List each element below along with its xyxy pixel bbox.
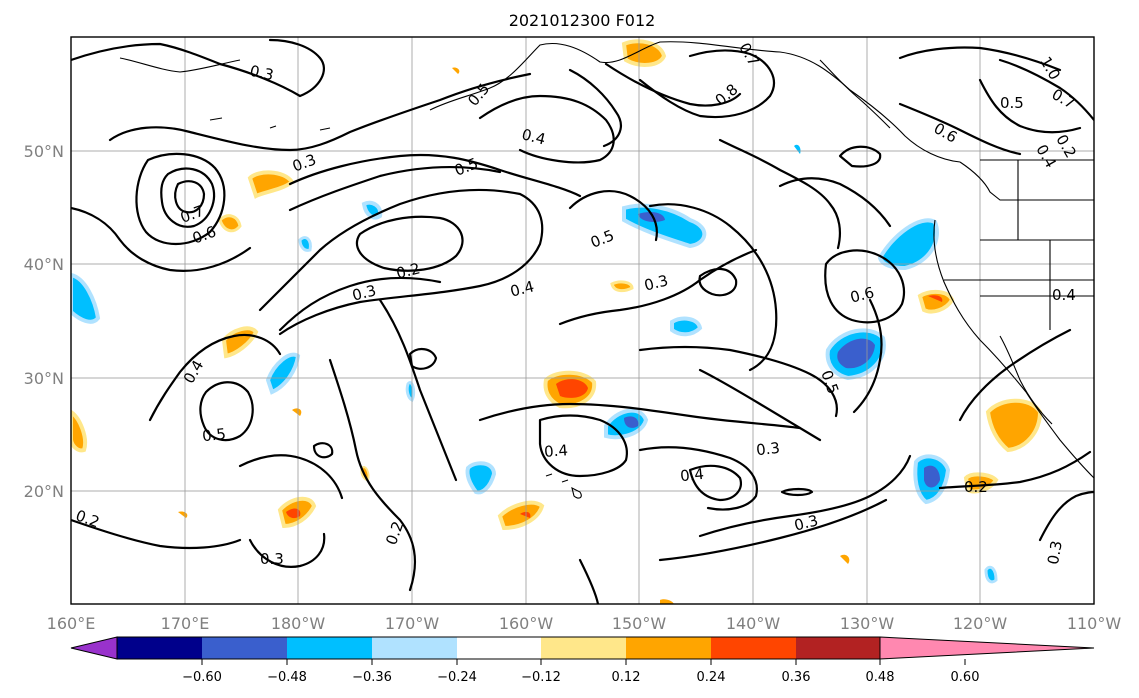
neg-blob [624, 416, 639, 428]
pos-blob [985, 398, 1043, 453]
contour-label: 0.3 [350, 281, 378, 304]
border-line [944, 159, 1094, 330]
alaska-coast [429, 41, 961, 163]
pos-blob [928, 295, 943, 302]
pos-blob [556, 379, 588, 398]
colorbar-tick-label: 0.60 [951, 670, 980, 685]
lon-label: 140°W [726, 614, 781, 633]
lat-label: 20°N [24, 482, 64, 501]
alaska-panhandle [819, 59, 891, 129]
pos-blob [621, 39, 667, 67]
contour-label: 0.3 [642, 271, 670, 294]
pos-blob [840, 554, 850, 564]
neg-blob [837, 338, 875, 369]
contour-label: 0.3 [792, 511, 820, 534]
colorbar-tick-label: −0.24 [437, 670, 477, 685]
contour-label: 0.4 [679, 465, 705, 485]
pos-blob [218, 214, 242, 233]
bc-coast [959, 161, 1094, 201]
lon-label: 120°W [953, 614, 1008, 633]
baja-coast [999, 335, 1053, 425]
colorbar-tick-labels: −0.60 −0.48 −0.36 −0.24 −0.12 0.12 0.24 … [182, 670, 979, 685]
pos-blob [497, 500, 545, 531]
contours [71, 38, 1094, 604]
lon-label: 130°W [840, 614, 895, 633]
pos-blob [610, 280, 634, 293]
contour-label: 0.4 [508, 277, 536, 300]
map-title: 2021012300 F012 [509, 11, 656, 30]
contour-label: 0.3 [248, 62, 275, 85]
colorbar-extend-high [879, 636, 1095, 660]
colorbar-tick-label: 0.48 [866, 670, 895, 685]
lat-label: 50°N [24, 142, 64, 161]
colorbar-segment [202, 637, 287, 659]
colorbar-tick-label: 0.24 [697, 670, 726, 685]
lon-label: 170°E [161, 614, 210, 633]
contour-label: 0.3 [260, 550, 284, 568]
contour-label: 0.4 [1052, 286, 1076, 304]
lon-tick-labels: 160°E 170°E 180°W 170°W 160°W 150°W 140°… [47, 614, 1122, 633]
contour-label: 0.4 [543, 441, 568, 461]
colorbar-tick-label: −0.36 [352, 670, 392, 685]
colorbar-ticks [201, 659, 966, 665]
colorbar-extend-low [70, 636, 118, 660]
colorbar-segment [372, 637, 457, 659]
lat-tick-labels: 50°N 40°N 30°N 20°N [24, 142, 64, 501]
neg-blob [465, 461, 497, 495]
colorbar-tick-label: 0.36 [782, 670, 811, 685]
contour-label: 0.5 [1000, 94, 1024, 112]
contour-label: 0.3 [1044, 539, 1066, 566]
pos-blob [286, 508, 301, 519]
contour-label: 0.2 [964, 478, 988, 496]
lon-label: 160°E [47, 614, 96, 633]
map-border [70, 36, 1095, 605]
hawaii-islands [545, 473, 582, 499]
colorbar-segment [796, 637, 880, 659]
colorbar-tick-label: −0.12 [521, 670, 561, 685]
pos-blob [520, 511, 531, 518]
aleutian-islands [119, 57, 331, 131]
pos-blob [660, 599, 674, 604]
pos-blob [292, 408, 302, 416]
map-panel: 0.3 0.3 0.5 0.4 0.8 0.7 0.5 0.7 0.6 0.4 … [71, 37, 1094, 604]
neg-blob [71, 272, 101, 324]
neg-blob [638, 212, 665, 222]
contour-label: 0.5 [201, 425, 227, 445]
pos-blob [452, 67, 460, 74]
contour-label: 0.3 [755, 439, 781, 459]
lon-label: 160°W [499, 614, 554, 633]
neg-blob [405, 381, 416, 403]
neg-blob [670, 316, 703, 337]
pos-blob [917, 289, 955, 314]
neg-blob [298, 236, 312, 252]
coastlines [119, 41, 1094, 499]
lon-label: 110°W [1067, 614, 1122, 633]
colorbar-segment [117, 637, 202, 659]
colorbar-segment [711, 637, 796, 659]
pos-blob [71, 409, 87, 453]
colorbar-segment [541, 637, 626, 659]
neg-blob [877, 218, 939, 271]
lon-label: 150°W [612, 614, 667, 633]
lon-label: 180°W [271, 614, 326, 633]
contour-label: 0.6 [848, 283, 876, 306]
neg-blob [984, 565, 998, 584]
colorbar-tick-label: 0.12 [612, 670, 641, 685]
colorbar-segment [626, 637, 711, 659]
us-west-coast [933, 219, 1094, 479]
neg-blob [924, 465, 940, 488]
lat-label: 30°N [24, 369, 64, 388]
contour-label: 0.4 [520, 125, 548, 148]
contour-label: 0.2 [394, 259, 422, 282]
colorbar-segment [287, 637, 372, 659]
lat-label: 40°N [24, 255, 64, 274]
gridlines [71, 37, 1094, 604]
colorbar-tick-label: −0.60 [182, 670, 222, 685]
colorbar: −0.60 −0.48 −0.36 −0.24 −0.12 0.12 0.24 … [70, 636, 1095, 685]
colorbar-tick-label: −0.48 [267, 670, 307, 685]
colorbar-segment [457, 637, 541, 659]
neg-blob [794, 144, 801, 154]
lon-label: 170°W [385, 614, 440, 633]
